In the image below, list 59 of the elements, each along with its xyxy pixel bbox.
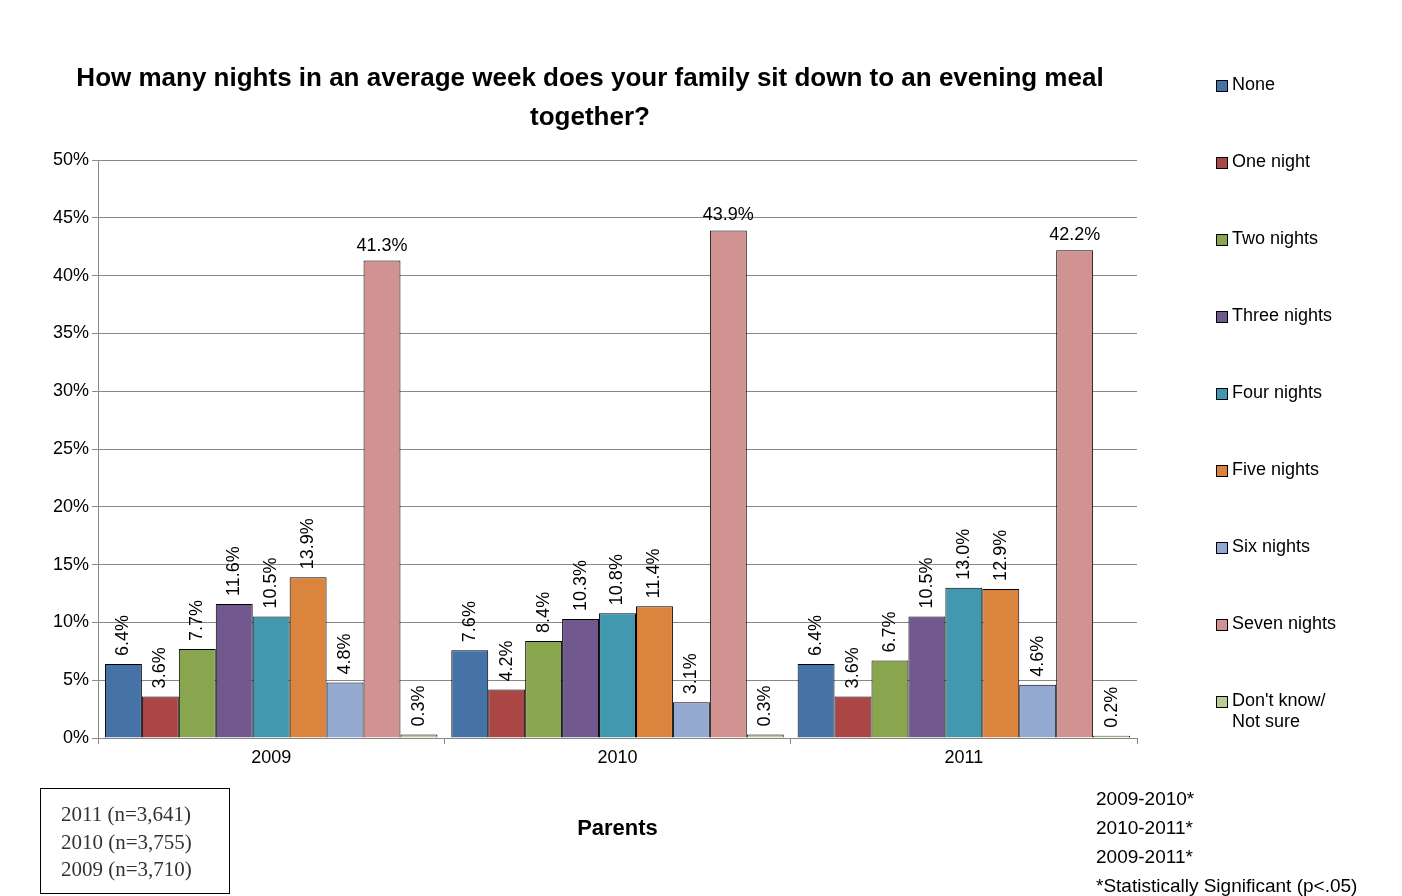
legend-label: Three nights xyxy=(1232,305,1334,326)
legend-label: Two nights xyxy=(1232,228,1320,249)
data-label: 3.1% xyxy=(680,653,701,695)
data-label: 4.8% xyxy=(334,633,355,675)
x-tick-label: 2011 xyxy=(944,746,984,767)
data-label: 42.2% xyxy=(1049,224,1101,245)
x-tick-label: 2010 xyxy=(597,746,638,767)
y-tick-label: 25% xyxy=(53,437,90,458)
text: *Statistically Significant (p<.05) xyxy=(1096,874,1358,896)
data-label: 8.4% xyxy=(532,591,553,633)
data-label: 0.3% xyxy=(407,685,428,727)
legend-label: None xyxy=(1232,74,1277,95)
data-label: 3.6% xyxy=(149,647,170,689)
data-label: 7.6% xyxy=(458,601,479,643)
x-tick-label: 2009 xyxy=(251,746,292,767)
legend-label: Don't know/ Not sure xyxy=(1232,690,1327,732)
data-label: 11.4% xyxy=(643,548,664,599)
data-label: 4.2% xyxy=(495,640,516,682)
data-label: 10.5% xyxy=(260,557,281,609)
data-label: 10.5% xyxy=(915,557,936,609)
data-label: 11.6% xyxy=(223,546,244,596)
data-label: 12.9% xyxy=(989,529,1010,581)
y-tick-label: 45% xyxy=(53,206,90,227)
text: 2009 (n=3,710) xyxy=(61,856,193,883)
data-label: 6.4% xyxy=(805,614,826,657)
data-label: 7.7% xyxy=(186,599,207,641)
text: 2011 (n=3,641) xyxy=(61,801,193,828)
text: 2010-2011* xyxy=(1096,816,1194,840)
x-axis-title: Parents xyxy=(577,814,658,840)
legend-label: Five nights xyxy=(1232,459,1321,480)
data-label: 4.6% xyxy=(1026,635,1047,677)
data-label: 0.2% xyxy=(1100,686,1121,728)
text: 2009-2010* xyxy=(1096,787,1196,811)
text: 2010 (n=3,755) xyxy=(61,828,193,856)
y-tick-label: 30% xyxy=(53,380,90,401)
data-label: 0.3% xyxy=(754,685,775,727)
y-tick-label: 20% xyxy=(53,495,90,516)
y-tick-label: 5% xyxy=(63,669,90,690)
data-label: 3.6% xyxy=(841,647,862,689)
data-label: 43.9% xyxy=(702,204,754,225)
data-label: 10.3% xyxy=(569,559,590,611)
data-label: 13.9% xyxy=(297,518,318,570)
data-label: 6.4% xyxy=(112,614,133,657)
legend-label: Four nights xyxy=(1232,382,1324,403)
y-tick-label: 10% xyxy=(53,611,90,632)
chart-title: How many nights in an average week does your family sit down to an evening meal together? xyxy=(75,61,1105,133)
y-tick-label: 35% xyxy=(53,322,90,343)
data-label: 41.3% xyxy=(356,234,408,255)
data-label: 6.7% xyxy=(878,611,899,653)
y-tick-label: 0% xyxy=(63,726,90,747)
legend-label: Six nights xyxy=(1232,536,1312,557)
text: 2009-2011* xyxy=(1096,845,1194,869)
legend-label: Seven nights xyxy=(1232,613,1338,634)
data-label: 13.0% xyxy=(952,528,973,580)
legend-label: One night xyxy=(1232,151,1312,172)
y-tick-label: 40% xyxy=(53,264,90,285)
data-label: 10.8% xyxy=(606,554,627,606)
y-tick-label: 50% xyxy=(53,148,90,169)
y-tick-label: 15% xyxy=(53,553,90,574)
